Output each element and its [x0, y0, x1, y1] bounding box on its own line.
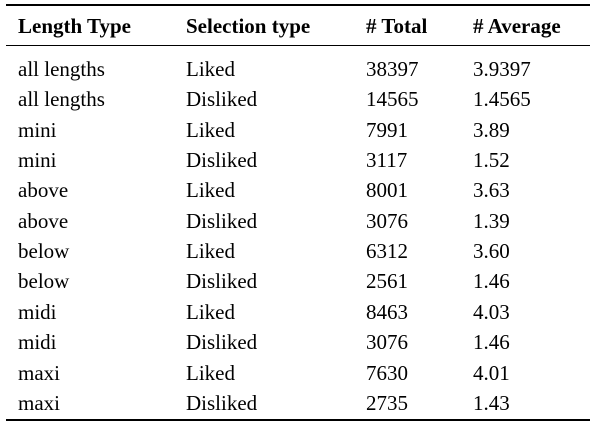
table-cell: Liked	[186, 239, 235, 264]
table-cell: Liked	[186, 57, 235, 81]
table-cell: 38397	[366, 57, 419, 81]
table-cell: maxi	[18, 360, 60, 385]
table-cell: mini	[18, 148, 57, 173]
table-cell: 4.03	[473, 299, 510, 324]
table-cell: 3.89	[473, 117, 510, 142]
table-cell: all lengths	[18, 87, 105, 112]
table-cell: 1.43	[473, 390, 510, 415]
table-cell: 7630	[366, 360, 408, 385]
table-cell: above	[18, 208, 69, 233]
table-cell: 3076	[366, 330, 408, 355]
table-cell: midi	[18, 299, 57, 324]
table-cell: 1.46	[473, 330, 510, 355]
table-cell: all lengths	[18, 57, 105, 81]
header-cell: Length Type	[18, 14, 131, 38]
table-cell: 1.39	[473, 208, 510, 233]
table-cell: 1.46	[473, 269, 510, 294]
table-cell: 4.01	[473, 360, 510, 385]
table-cell: below	[18, 239, 70, 264]
table-cell: 8463	[366, 299, 408, 324]
top-rule	[6, 4, 590, 6]
header-cell: # Average	[473, 14, 561, 38]
table-cell: 2735	[366, 390, 408, 415]
table-cell: 3117	[366, 148, 408, 173]
table-cell: Liked	[186, 360, 235, 385]
table-cell: Disliked	[186, 390, 258, 415]
table-cell: 6312	[366, 239, 408, 264]
table-cell: Disliked	[186, 269, 258, 294]
header-cell: # Total	[366, 14, 428, 38]
table-cell: midi	[18, 330, 57, 355]
table-cell: maxi	[18, 390, 60, 415]
header-cell: Selection type	[186, 14, 311, 38]
table-cell: above	[18, 178, 69, 203]
table-cell: 7991	[366, 117, 408, 142]
table-cell: mini	[18, 117, 57, 142]
table-cell: Liked	[186, 299, 235, 324]
table-cell: 8001	[366, 178, 408, 203]
table-cell: Disliked	[186, 208, 258, 233]
header-rule	[6, 45, 590, 46]
table-cell: 2561	[366, 269, 408, 294]
table-cell: 3.63	[473, 178, 510, 203]
table-cell: 14565	[366, 87, 419, 112]
table-cell: 1.52	[473, 148, 510, 173]
table-cell: Disliked	[186, 148, 258, 173]
table-cell: Disliked	[186, 87, 258, 112]
table-cell: Liked	[186, 178, 235, 203]
table-cell: Disliked	[186, 330, 258, 355]
table-cell: 3.9397	[473, 57, 531, 81]
table-cell: 1.4565	[473, 87, 531, 112]
table-cell: 3.60	[473, 239, 510, 264]
bottom-rule	[6, 419, 590, 421]
table-cell: Liked	[186, 117, 235, 142]
table-cell: 3076	[366, 208, 408, 233]
table-cell: below	[18, 269, 70, 294]
